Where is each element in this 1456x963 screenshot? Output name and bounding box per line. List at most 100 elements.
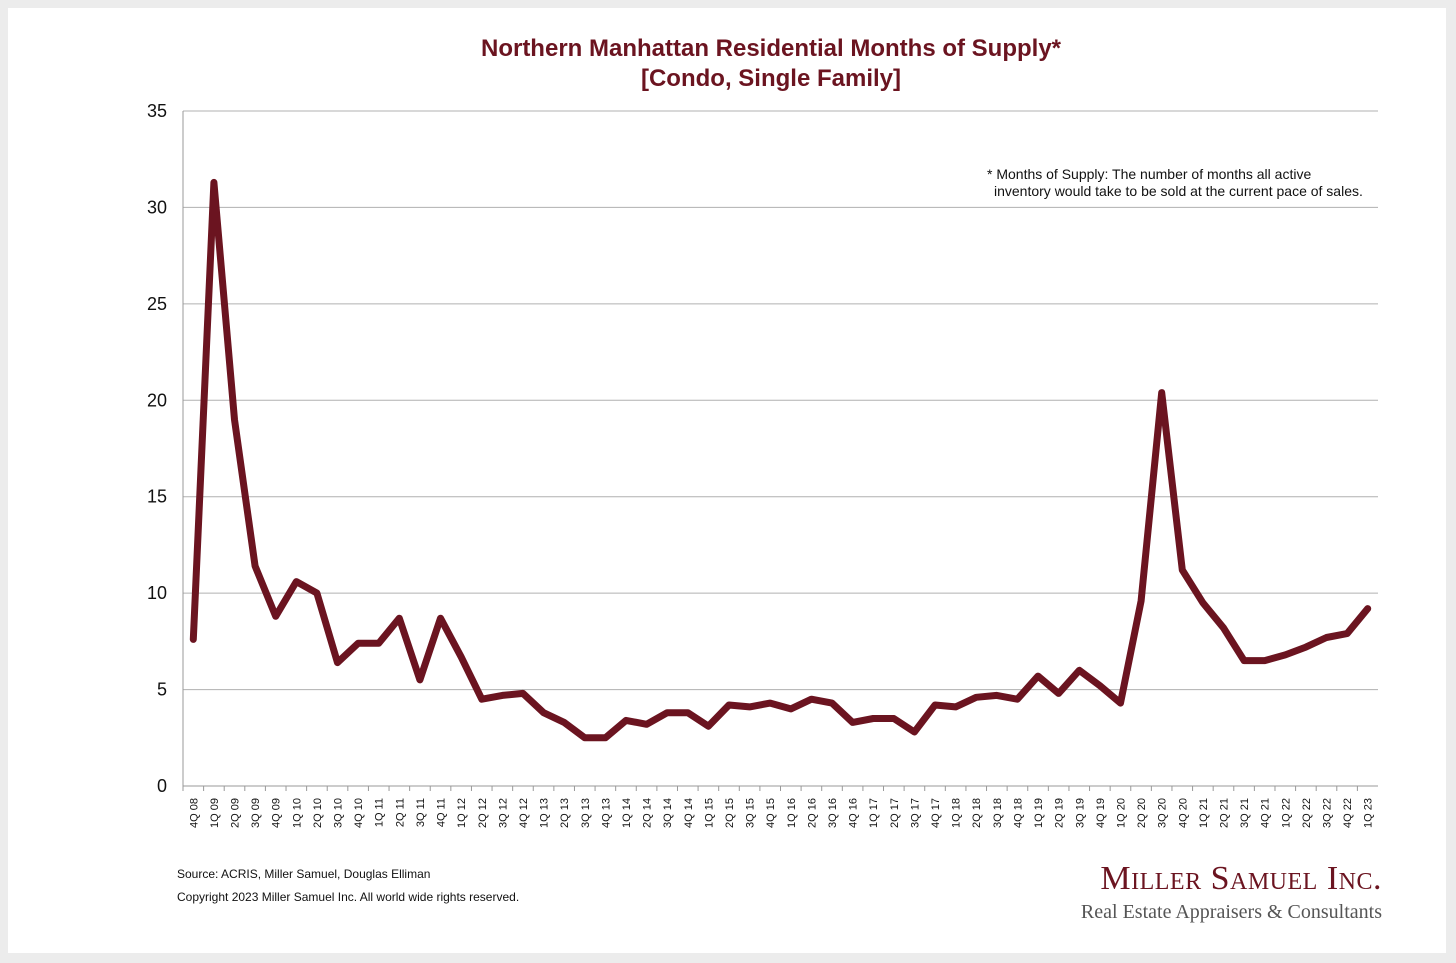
data-point: [1036, 674, 1040, 678]
data-point: [480, 697, 484, 701]
y-tick-label-0: 0: [157, 776, 167, 796]
y-tick-label-20: 20: [147, 390, 167, 410]
x-tick-label: 3Q 13: [580, 798, 592, 828]
data-point: [706, 724, 710, 728]
x-tick-label: 2Q 21: [1218, 798, 1230, 828]
data-point: [995, 693, 999, 697]
data-point: [1324, 636, 1328, 639]
x-tick-label: 1Q 15: [703, 798, 715, 828]
x-tick-label: 1Q 13: [539, 798, 551, 828]
data-point: [912, 730, 916, 734]
data-point: [1242, 659, 1246, 663]
data-point: [274, 614, 278, 618]
data-point: [356, 641, 360, 645]
data-point: [789, 707, 793, 711]
x-tick-label: 3Q 22: [1321, 798, 1333, 828]
data-point: [542, 711, 546, 715]
x-tick-label: 3Q 20: [1157, 798, 1169, 828]
x-tick-label: 1Q 10: [291, 798, 303, 828]
data-point: [1283, 653, 1287, 657]
x-tick-label: 1Q 18: [951, 798, 963, 828]
copyright-note: Copyright 2023 Miller Samuel Inc. All wo…: [177, 890, 520, 904]
data-point: [418, 678, 422, 682]
x-tick-label: 4Q 19: [1095, 798, 1107, 828]
y-tick-label-10: 10: [147, 583, 167, 603]
data-point: [1057, 691, 1061, 695]
x-tick-label: 1Q 09: [209, 798, 221, 828]
logo-name: Miller Samuel Inc.: [1100, 860, 1382, 897]
annotation-line-2: inventory would take to be sold at the c…: [994, 183, 1363, 199]
data-point: [1345, 632, 1349, 636]
data-point: [294, 580, 298, 584]
x-tick-label: 4Q 18: [1012, 798, 1024, 828]
data-point: [645, 722, 649, 726]
data-point: [1366, 607, 1370, 611]
data-point: [851, 720, 855, 724]
data-point: [830, 701, 834, 705]
data-point: [1077, 668, 1081, 672]
data-point: [603, 736, 607, 740]
x-tick-label: 4Q 21: [1260, 798, 1272, 828]
data-point: [686, 711, 690, 715]
data-point: [1139, 599, 1143, 603]
source-note: Source: ACRIS, Miller Samuel, Douglas El…: [177, 867, 431, 881]
data-point: [191, 637, 195, 641]
x-tick-label: 4Q 22: [1342, 798, 1354, 828]
data-point: [562, 720, 566, 724]
x-tick-label: 3Q 12: [497, 798, 509, 828]
data-point: [727, 703, 731, 707]
data-point: [1304, 645, 1308, 649]
chart-title: Northern Manhattan Residential Months of…: [0, 34, 1456, 94]
x-tick-label: 4Q 11: [436, 798, 448, 827]
x-tick-label: 4Q 12: [518, 798, 530, 828]
x-tick-label: 3Q 17: [909, 798, 921, 828]
x-tick-label: 1Q 17: [868, 798, 880, 828]
x-tick-label: 3Q 10: [333, 798, 345, 828]
x-tick-label: 2Q 09: [230, 798, 242, 828]
data-point: [768, 701, 772, 705]
data-point: [748, 705, 752, 709]
data-point: [974, 695, 978, 699]
x-tick-label: 4Q 15: [765, 798, 777, 828]
data-point: [1118, 701, 1122, 705]
chart-title-line1: Northern Manhattan Residential Months of…: [480, 35, 1062, 62]
x-tick-label: 3Q 21: [1239, 798, 1251, 828]
annotation-line-1: * Months of Supply: The number of months…: [987, 166, 1312, 182]
x-tick-label: 1Q 11: [374, 798, 386, 827]
data-point: [459, 655, 463, 659]
x-tick-label: 2Q 14: [642, 798, 654, 828]
x-tick-label: 3Q 15: [745, 798, 757, 828]
y-tick-label-30: 30: [147, 197, 167, 217]
x-tick-label: 1Q 23: [1363, 798, 1375, 828]
x-tick-label: 2Q 11: [394, 798, 406, 827]
data-point: [665, 711, 669, 715]
x-tick-label: 2Q 15: [724, 798, 736, 828]
x-tick-label: 4Q 08: [188, 798, 200, 828]
x-tick-label: 3Q 09: [250, 798, 262, 828]
y-tick-label-15: 15: [147, 487, 167, 507]
x-tick-label: 2Q 12: [477, 798, 489, 828]
x-tick-label: 3Q 18: [992, 798, 1004, 828]
y-tick-label-5: 5: [157, 680, 167, 700]
data-point: [1098, 684, 1102, 688]
data-point: [336, 661, 340, 665]
x-tick-label: 1Q 16: [786, 798, 798, 828]
x-tick-label: 4Q 13: [600, 798, 612, 828]
x-tick-label: 4Q 14: [683, 798, 695, 828]
chart-subtitle: [Condo, Single Family]: [640, 65, 901, 92]
data-point: [1015, 697, 1019, 701]
x-tick-label: 2Q 20: [1136, 798, 1148, 828]
company-logo: Miller Samuel Inc. Real Estate Appraiser…: [1080, 860, 1382, 924]
data-point: [521, 691, 525, 695]
data-point: [439, 616, 443, 620]
data-point: [933, 703, 937, 707]
data-point: [315, 591, 319, 595]
x-tick-label: 3Q 19: [1074, 798, 1086, 828]
x-tick-label: 1Q 12: [456, 798, 468, 828]
data-point: [871, 717, 875, 720]
data-point: [1180, 568, 1184, 572]
data-point: [1201, 601, 1205, 605]
y-tick-label-35: 35: [147, 101, 167, 121]
x-tick-label: 2Q 22: [1301, 798, 1313, 828]
